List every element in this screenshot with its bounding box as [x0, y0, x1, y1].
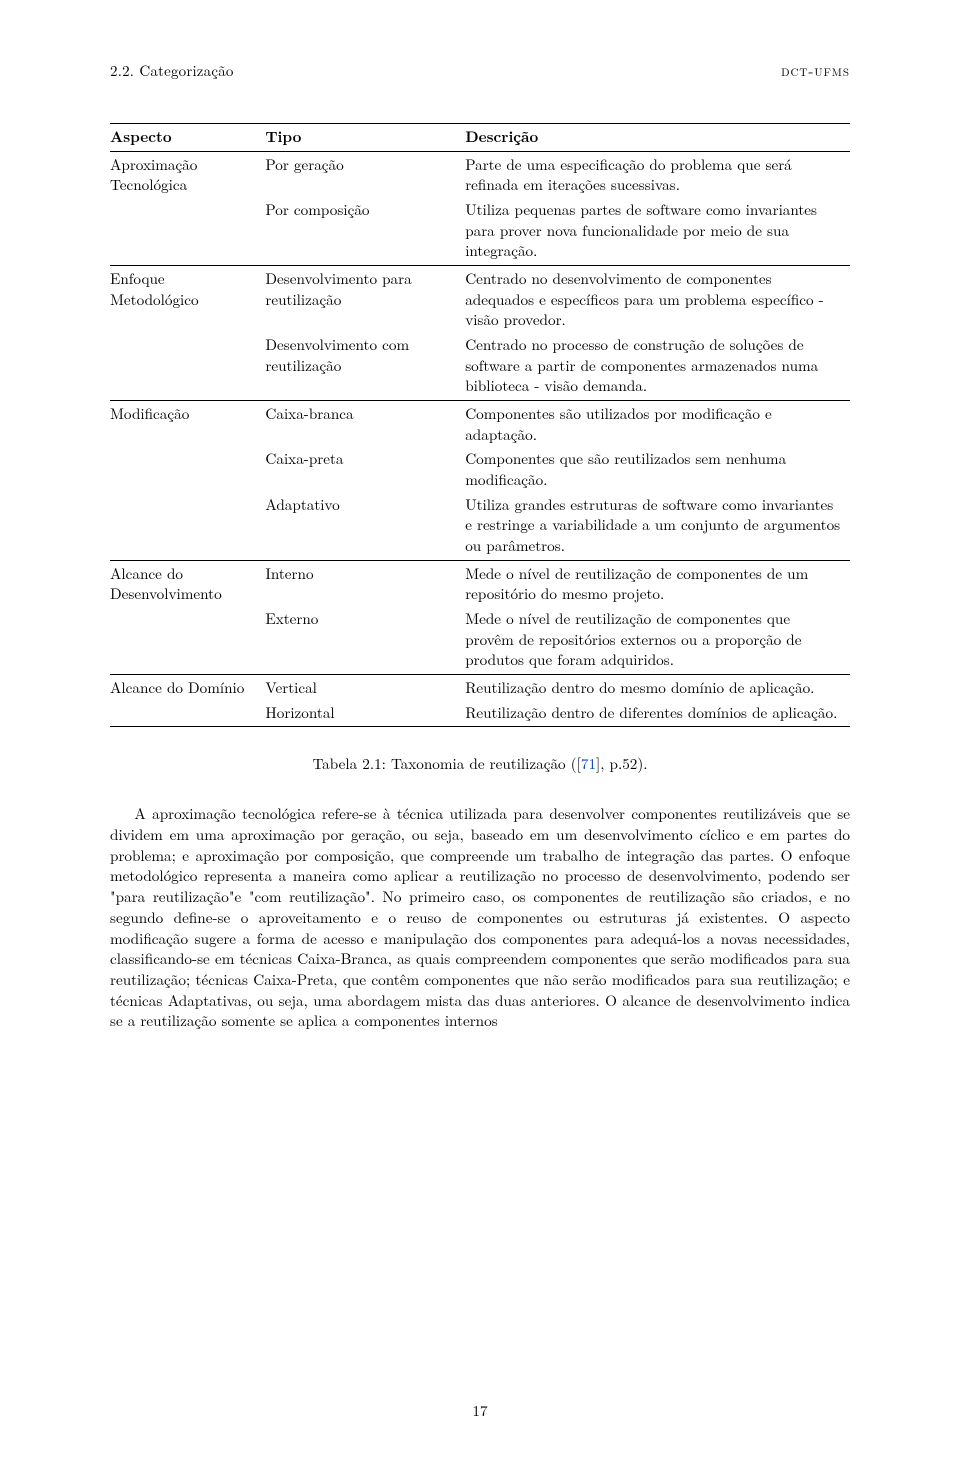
- col-header-aspect: Aspecto: [110, 124, 265, 152]
- citation-link[interactable]: 71: [581, 753, 596, 774]
- cell-desc: Centrado no processo de construção de so…: [465, 333, 850, 401]
- table-caption: Tabela 2.1: Taxonomia de reutilização ([…: [110, 753, 850, 774]
- body-paragraph-text: A aproximação tecnológica refere-se à té…: [110, 803, 850, 1031]
- table-header-row: Aspecto Tipo Descrição: [110, 124, 850, 152]
- page-number: 17: [0, 1400, 960, 1421]
- cell-desc: Utiliza grandes estruturas de software c…: [465, 493, 850, 561]
- page: 2.2. Categorização dct-ufms Aspecto Tipo…: [0, 0, 960, 1457]
- running-head-right: dct-ufms: [781, 60, 850, 81]
- cell-aspect: Modificação: [110, 401, 265, 561]
- cell-type: Interno: [265, 560, 465, 607]
- cell-desc: Utiliza pequenas partes de software como…: [465, 198, 850, 266]
- cell-type: Desenvolvimento para reutilização: [265, 266, 465, 334]
- running-head: 2.2. Categorização dct-ufms: [110, 60, 850, 81]
- cell-desc: Componentes que são reutilizados sem nen…: [465, 447, 850, 492]
- caption-prefix: Tabela 2.1: Taxonomia de reutilização ([: [312, 753, 580, 774]
- table-row: Enfoque MetodológicoDesenvolvimento para…: [110, 266, 850, 334]
- cell-type: Horizontal: [265, 701, 465, 727]
- cell-desc: Parte de uma especificação do problema q…: [465, 151, 850, 198]
- cell-type: Por geração: [265, 151, 465, 198]
- cell-aspect: Enfoque Metodológico: [110, 266, 265, 401]
- col-header-type: Tipo: [265, 124, 465, 152]
- table-row: Alcance do DomínioVerticalReutilização d…: [110, 675, 850, 701]
- cell-desc: Componentes são utilizados por modificaç…: [465, 401, 850, 448]
- cell-desc: Reutilização dentro de diferentes domíni…: [465, 701, 850, 727]
- cell-type: Desenvolvimento com reutilização: [265, 333, 465, 401]
- body-paragraph: A aproximação tecnológica refere-se à té…: [110, 804, 850, 1031]
- table-row: Alcance do DesenvolvimentoInternoMede o …: [110, 560, 850, 607]
- taxonomy-table: Aspecto Tipo Descrição Aproximação Tecno…: [110, 123, 850, 727]
- cell-desc: Mede o nível de reutilização de componen…: [465, 560, 850, 607]
- running-head-left: 2.2. Categorização: [110, 60, 234, 81]
- col-header-desc: Descrição: [465, 124, 850, 152]
- table-body: Aproximação TecnológicaPor geraçãoParte …: [110, 151, 850, 727]
- cell-type: Externo: [265, 607, 465, 675]
- cell-desc: Centrado no desenvolvimento de component…: [465, 266, 850, 334]
- table-row: ModificaçãoCaixa-brancaComponentes são u…: [110, 401, 850, 448]
- cell-type: Por composição: [265, 198, 465, 266]
- cell-desc: Mede o nível de reutilização de componen…: [465, 607, 850, 675]
- cell-aspect: Alcance do Desenvolvimento: [110, 560, 265, 674]
- caption-suffix: ], p.52).: [596, 753, 648, 774]
- cell-desc: Reutilização dentro do mesmo domínio de …: [465, 675, 850, 701]
- cell-type: Caixa-branca: [265, 401, 465, 448]
- cell-type: Caixa-preta: [265, 447, 465, 492]
- cell-type: Vertical: [265, 675, 465, 701]
- cell-aspect: Aproximação Tecnológica: [110, 151, 265, 265]
- cell-type: Adaptativo: [265, 493, 465, 561]
- table-row: Aproximação TecnológicaPor geraçãoParte …: [110, 151, 850, 198]
- cell-aspect: Alcance do Domínio: [110, 675, 265, 727]
